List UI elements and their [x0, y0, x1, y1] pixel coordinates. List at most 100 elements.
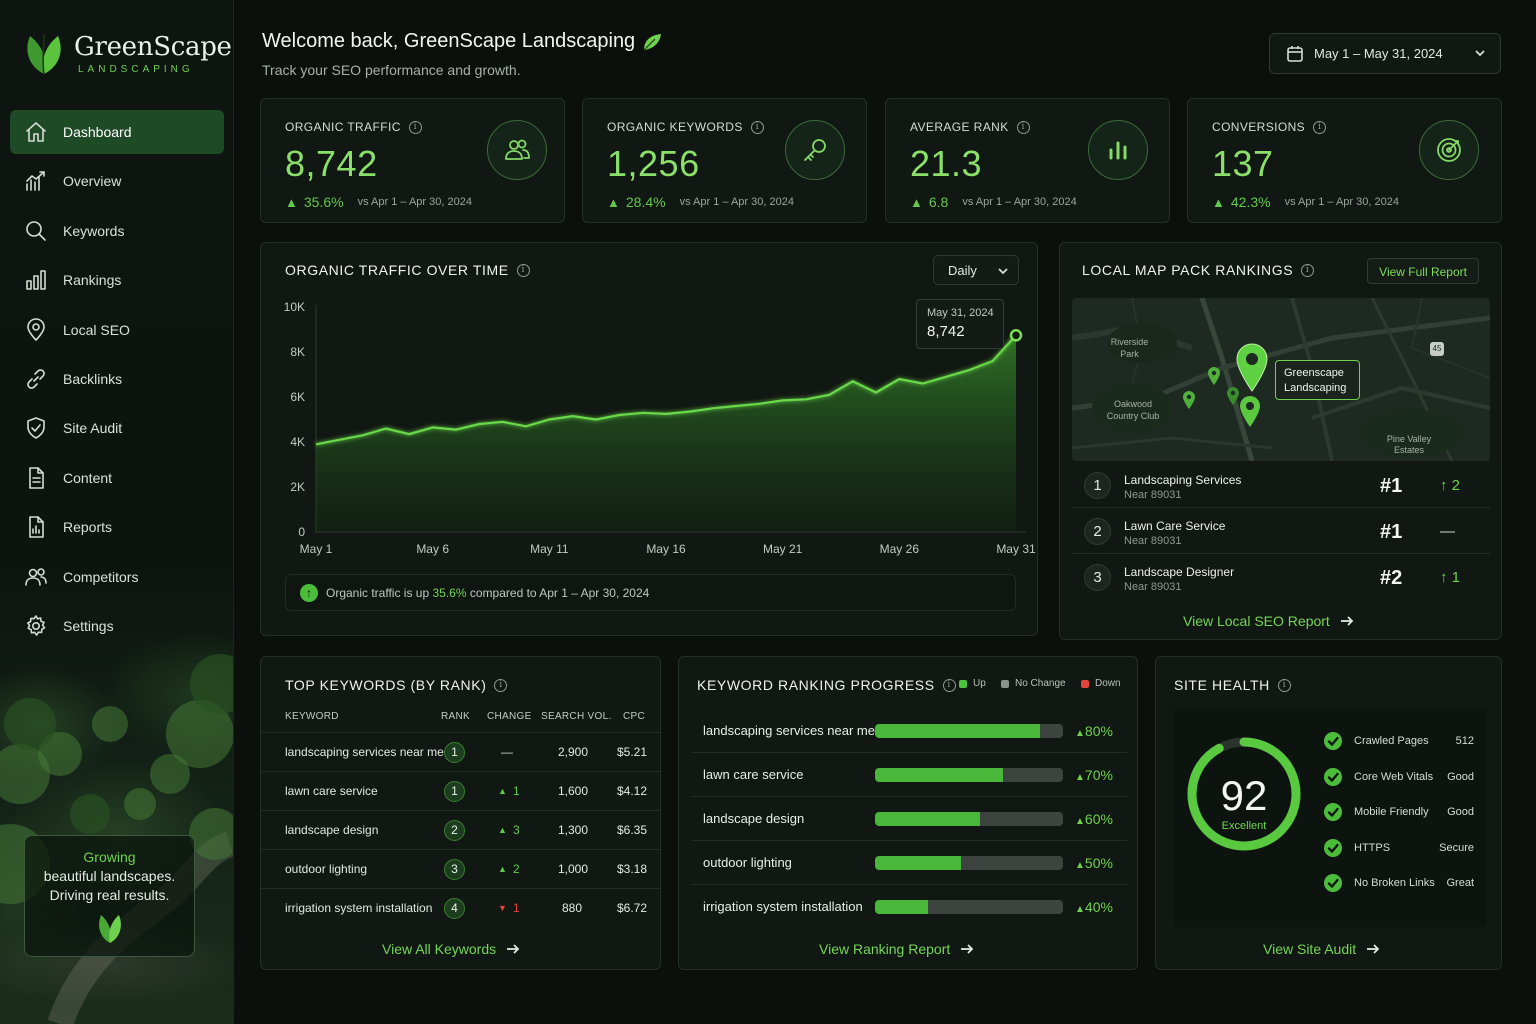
info-icon[interactable]: i — [494, 678, 508, 692]
search-volume: 880 — [562, 901, 583, 915]
site-health-panel: 92 Excellent Crawled Pages 512 Core Web Vi… — [1174, 708, 1487, 927]
sidebar-item-reports[interactable]: Reports — [10, 505, 224, 549]
traffic-note: ↑ Organic traffic is up 35.6% compared t… — [285, 574, 1016, 611]
progress-row[interactable]: landscaping services near me ▲80% — [691, 709, 1127, 753]
granularity-select[interactable]: Daily — [933, 255, 1019, 285]
info-icon[interactable]: i — [408, 120, 422, 134]
brand-logo[interactable]: GreenScape LANDSCAPING — [22, 30, 232, 76]
sidebar-item-dashboard[interactable]: Dashboard — [10, 110, 224, 154]
progress-row[interactable]: lawn care service ▲70% — [691, 753, 1127, 797]
arrow-right-icon — [1367, 944, 1380, 954]
y-tick-label: 2K — [290, 480, 305, 494]
col-header-change[interactable]: CHANGE — [487, 711, 532, 722]
health-score: 92 — [1220, 772, 1268, 819]
view-all-keywords-link[interactable]: View All Keywords — [382, 941, 520, 957]
date-range-picker[interactable]: May 1 – May 31, 2024 — [1269, 33, 1501, 74]
kpi-card-organic-keywords[interactable]: ORGANIC KEYWORDS i 1,256 ▲ 28.4% vs Apr 1 –… — [582, 98, 867, 223]
legend-down: Down — [1081, 678, 1121, 689]
map-rank-row[interactable]: 3 Landscape Designer Near 89031 #2 ↑ 1 — [1072, 554, 1490, 600]
sidebar-item-competitors[interactable]: Competitors — [10, 555, 224, 599]
change-value: — — [501, 745, 513, 759]
business-pin-icon[interactable] — [1234, 342, 1270, 392]
table-row[interactable]: landscape design 2 ▲ 3 1,300 $6.35 — [261, 810, 661, 849]
promo-card: Growing beautiful landscapes. Driving re… — [24, 835, 195, 957]
view-local-seo-report-link[interactable]: View Local SEO Report — [1183, 613, 1354, 629]
view-site-audit-link[interactable]: View Site Audit — [1263, 941, 1380, 957]
key-icon — [804, 139, 826, 161]
trend-up-icon: ▲ — [910, 194, 923, 210]
legend-up: Up — [959, 678, 986, 689]
progress-fill — [875, 768, 1003, 782]
kpi-label: ORGANIC KEYWORDS — [607, 120, 743, 134]
kpi-change-value: 42.3% — [1230, 194, 1271, 210]
report-icon — [29, 516, 44, 538]
sidebar-item-settings[interactable]: Settings — [10, 604, 224, 648]
col-header-rank[interactable]: RANK — [441, 711, 470, 722]
col-header-keyword[interactable]: KEYWORD — [285, 711, 339, 722]
info-icon[interactable]: i — [1016, 120, 1030, 134]
progress-row[interactable]: irrigation system installation ▲40% — [691, 885, 1127, 929]
col-header-cpc[interactable]: CPC — [623, 711, 646, 722]
health-check-label: No Broken Links — [1354, 877, 1435, 889]
info-icon[interactable]: i — [1313, 120, 1327, 134]
trend-up-icon: ▲ — [607, 194, 620, 210]
kpi-card-conversions[interactable]: CONVERSIONS i 137 ▲ 42.3% vs Apr 1 – Apr 30… — [1187, 98, 1502, 223]
map-rank-row[interactable]: 1 Landscaping Services Near 89031 #1 ↑ 2 — [1072, 462, 1490, 508]
map-pin-icon — [1208, 367, 1220, 385]
rank-service-name: Landscaping Services — [1124, 473, 1242, 487]
sidebar-item-content[interactable]: Content — [10, 456, 224, 500]
kpi-icon-circle — [1419, 120, 1479, 180]
table-row[interactable]: lawn care service 1 ▲ 1 1,600 $4.12 — [261, 771, 661, 810]
kpi-card-organic-traffic[interactable]: ORGANIC TRAFFIC i 8,742 ▲ 35.6% vs Apr 1 – … — [260, 98, 565, 223]
change-value: 2 — [513, 862, 520, 876]
rank-delta: ↑ 2 — [1440, 477, 1461, 494]
rank-number: 1 — [1084, 472, 1111, 499]
table-row[interactable]: outdoor lighting 3 ▲ 2 1,000 $3.18 — [261, 849, 661, 888]
sidebar-item-keywords[interactable]: Keywords — [10, 209, 224, 253]
traffic-chart[interactable]: 0 2K 4K 6K 8K 10K May 1 May 6 May 11 May 16 May 2… — [261, 243, 1039, 563]
health-score-gauge — [1187, 737, 1301, 851]
col-header-search-volume[interactable]: SEARCH VOL. — [541, 711, 612, 722]
progress-percent: ▲40% — [1075, 899, 1113, 915]
progress-keyword: landscaping services near me — [703, 723, 875, 738]
cpc-value: $4.12 — [617, 784, 648, 798]
sidebar-item-backlinks[interactable]: Backlinks — [10, 357, 224, 401]
progress-row[interactable]: landscape design ▲60% — [691, 797, 1127, 841]
activity-chart-icon — [26, 171, 45, 192]
info-icon[interactable]: i — [750, 120, 764, 134]
table-row[interactable]: landscaping services near me 1 — 2,900 $… — [261, 732, 661, 771]
granularity-value: Daily — [948, 263, 977, 278]
sidebar-item-local-seo[interactable]: Local SEO — [10, 308, 224, 352]
kpi-change: ▲ 28.4% vs Apr 1 – Apr 30, 2024 — [607, 194, 794, 210]
kpi-change-value: 28.4% — [625, 194, 666, 210]
local-map[interactable]: Riverside Park Oakwood Country Club Pine… — [1072, 298, 1490, 461]
health-score-label: Excellent — [1221, 820, 1267, 832]
info-icon[interactable]: i — [942, 678, 956, 692]
check-circle-icon — [1324, 803, 1342, 821]
health-check-label: Crawled Pages — [1354, 735, 1429, 747]
map-rank-row[interactable]: 2 Lawn Care Service Near 89031 #1 — — [1072, 508, 1490, 554]
kpi-change: ▲ 42.3% vs Apr 1 – Apr 30, 2024 — [1212, 194, 1399, 210]
info-icon[interactable]: i — [1277, 678, 1291, 692]
view-full-report-button[interactable]: View Full Report — [1367, 258, 1479, 284]
y-tick-label: 8K — [290, 345, 305, 359]
x-tick-label: May 26 — [880, 542, 920, 556]
rank-number: 3 — [1084, 564, 1111, 591]
kpi-change-value: 6.8 — [928, 194, 949, 210]
check-circle-icon — [1324, 838, 1342, 857]
info-icon[interactable]: i — [1301, 263, 1315, 277]
kpi-change: ▲ 35.6% vs Apr 1 – Apr 30, 2024 — [285, 194, 472, 210]
kpi-value: 1,256 — [607, 143, 700, 184]
sidebar-item-site-audit[interactable]: Site Audit — [10, 406, 224, 450]
progress-row[interactable]: outdoor lighting ▲50% — [691, 841, 1127, 885]
sidebar-item-rankings[interactable]: Rankings — [10, 258, 224, 302]
map-label-riverside: Riverside Park — [1110, 337, 1149, 359]
progress-percent: ▲50% — [1075, 855, 1113, 871]
highlight-point[interactable] — [1009, 329, 1023, 342]
table-row[interactable]: irrigation system installation 4 ▼ 1 880… — [261, 888, 661, 927]
info-icon[interactable]: i — [516, 263, 530, 277]
view-ranking-report-link[interactable]: View Ranking Report — [819, 941, 974, 957]
kpi-card-average-rank[interactable]: AVERAGE RANK i 21.3 ▲ 6.8 vs Apr 1 – Apr 30… — [885, 98, 1170, 223]
sidebar-item-overview[interactable]: Overview — [10, 159, 224, 203]
rank-delta: — — [1440, 523, 1455, 540]
